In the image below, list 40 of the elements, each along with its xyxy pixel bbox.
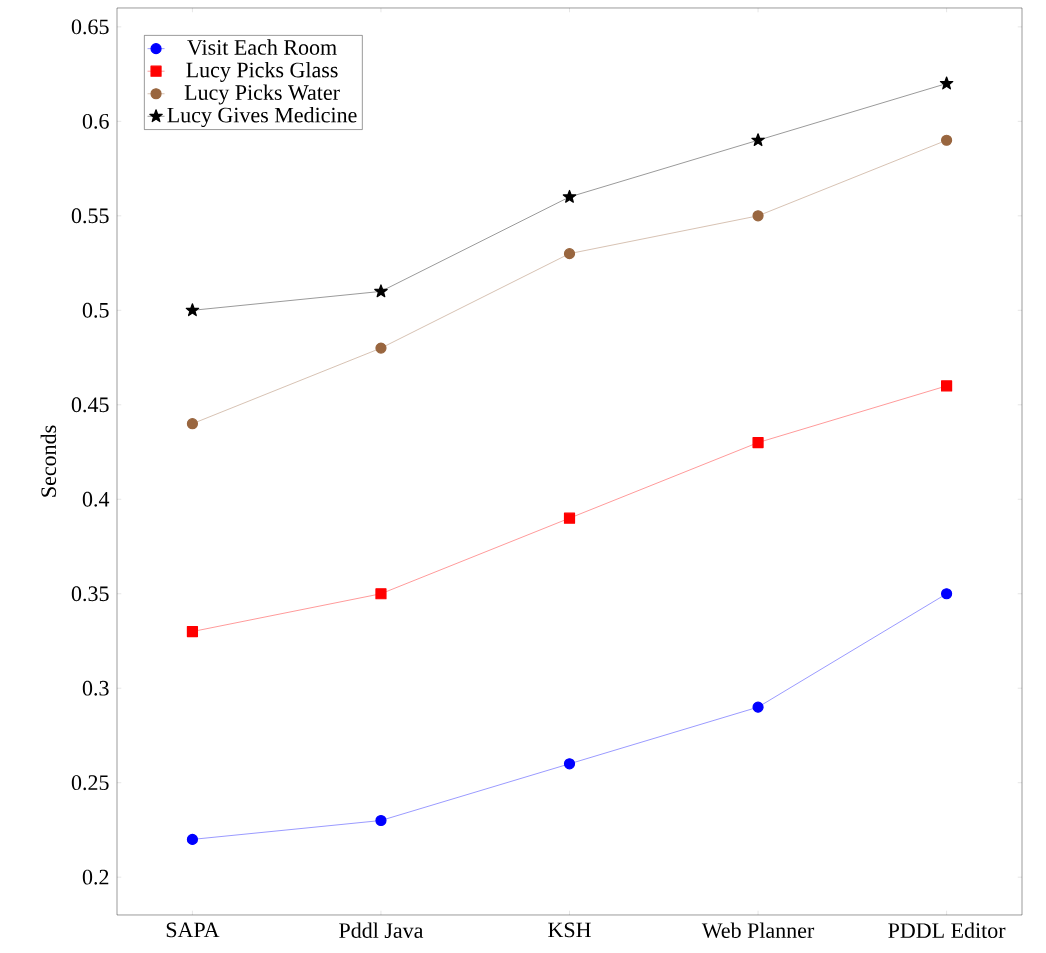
y-tick-label: 0.45 xyxy=(71,397,109,413)
point xyxy=(563,248,576,260)
point xyxy=(374,284,388,298)
point xyxy=(186,833,199,845)
legend-label: Lucy Picks Glass xyxy=(186,61,338,82)
point xyxy=(941,588,953,600)
point xyxy=(941,134,953,146)
x-tick-label: SAPA xyxy=(166,922,220,938)
y-tick-label: 0.5 xyxy=(82,302,109,318)
point xyxy=(939,76,954,90)
point xyxy=(751,133,765,147)
point xyxy=(562,189,577,203)
y-tick-label: 0.6 xyxy=(82,113,109,129)
x-tick-label: KSH xyxy=(548,922,591,938)
point xyxy=(186,625,199,638)
legend-label: Lucy Gives Medicine xyxy=(167,107,357,128)
x-tick-label: Pddl Java xyxy=(339,922,424,938)
x-tick-label: Web Planner xyxy=(701,922,815,939)
point xyxy=(941,380,953,392)
point xyxy=(375,588,387,600)
y-tick-label: 0.25 xyxy=(71,775,109,791)
x-tick-label: PDDL Editor xyxy=(888,922,1006,938)
legend-label: Lucy Picks Water xyxy=(184,84,340,105)
point xyxy=(186,418,199,430)
legend-label: Visit Each Room xyxy=(187,39,337,55)
y-tick-label: 0.2 xyxy=(82,869,109,885)
point xyxy=(563,758,576,770)
point xyxy=(375,814,387,827)
point xyxy=(563,512,576,524)
y-tick-label: 0.4 xyxy=(82,491,110,507)
point xyxy=(752,701,764,713)
y-tick-label: 0.3 xyxy=(82,680,109,696)
y-tick-label: 0.55 xyxy=(71,208,109,224)
point xyxy=(752,436,764,449)
point xyxy=(752,210,764,222)
y-tick-label: 0.65 xyxy=(71,19,109,35)
point xyxy=(185,303,200,317)
y-axis-title: Seconds xyxy=(40,425,57,497)
y-tick-label: 0.35 xyxy=(71,586,109,602)
point xyxy=(375,342,387,354)
